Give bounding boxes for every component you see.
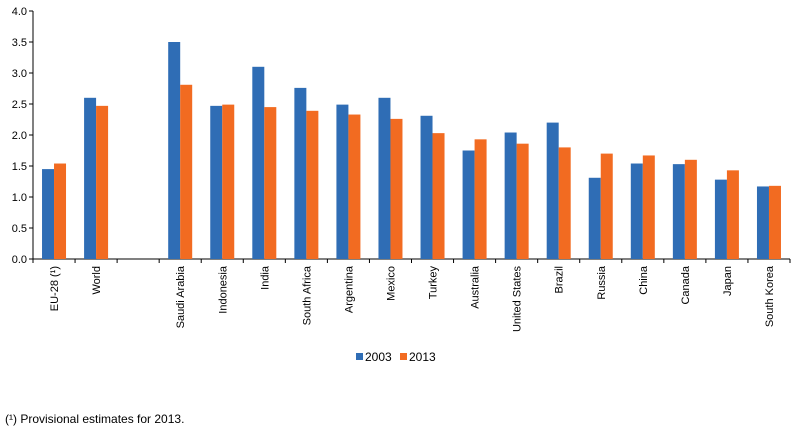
bar-2013-india xyxy=(264,107,277,259)
x-tick-label: Mexico xyxy=(385,266,397,301)
bar-2013-canada xyxy=(684,159,697,259)
y-tick-label: 1.0 xyxy=(12,192,27,204)
bar-2003-saudi-arabia xyxy=(168,42,181,259)
bar-2003-world xyxy=(84,97,97,259)
bar-2013-united-states xyxy=(516,143,529,259)
y-tick-label: 0.5 xyxy=(12,223,27,235)
bar-2013-south-africa xyxy=(306,110,319,259)
bar-2013-mexico xyxy=(390,118,403,259)
y-tick-label: 2.5 xyxy=(12,99,27,111)
bar-2003-argentina xyxy=(336,104,349,260)
x-tick-label: Saudi Arabia xyxy=(175,265,187,328)
x-tick-label: Turkey xyxy=(428,266,440,300)
y-tick-label: 3.5 xyxy=(12,37,27,49)
bar-2003-south-korea xyxy=(756,186,769,259)
bar-2003-canada xyxy=(672,164,685,259)
bar-2013-indonesia xyxy=(222,104,235,260)
x-tick-label: Australia xyxy=(470,265,482,309)
y-tick-label: 2.0 xyxy=(12,130,27,142)
x-tick-label: India xyxy=(259,265,271,290)
bar-2003-united-states xyxy=(504,132,517,259)
bar-2003-indonesia xyxy=(210,105,223,259)
y-tick-label: 4.0 xyxy=(12,6,27,18)
y-tick-label: 1.5 xyxy=(12,161,27,173)
legend-swatch-2003 xyxy=(356,353,363,360)
bar-2013-saudi-arabia xyxy=(180,84,193,259)
bar-2003-turkey xyxy=(420,115,433,259)
bar-2013-south-korea xyxy=(768,185,781,259)
bar-2003-australia xyxy=(462,150,475,259)
bar-2003-south-africa xyxy=(294,87,307,259)
bar-2013-eu-28- xyxy=(54,163,67,259)
x-tick-label: Brazil xyxy=(554,266,566,294)
bar-2003-china xyxy=(630,163,643,259)
x-tick-label: South Africa xyxy=(301,265,313,325)
bar-2003-russia xyxy=(588,177,601,259)
footnote: (¹) Provisional estimates for 2013. xyxy=(5,412,185,426)
bar-2003-eu-28- xyxy=(42,169,55,259)
bar-2013-china xyxy=(642,155,655,259)
y-tick-label: 3.0 xyxy=(12,68,27,80)
x-tick-label: Russia xyxy=(596,265,608,300)
bar-2013-russia xyxy=(600,153,613,259)
bar-2013-japan xyxy=(726,170,739,259)
bar-2003-japan xyxy=(714,179,727,259)
bar-2013-world xyxy=(96,105,109,259)
x-tick-label: Argentina xyxy=(343,265,355,313)
x-tick-label: EU-28 (¹) xyxy=(49,266,61,311)
x-tick-label: Indonesia xyxy=(217,265,229,314)
legend-label-2003: 2003 xyxy=(365,350,392,364)
x-tick-label: World xyxy=(91,266,103,295)
bar-2003-india xyxy=(252,66,265,259)
bar-2013-australia xyxy=(474,139,487,259)
x-tick-label: Japan xyxy=(722,266,734,296)
x-tick-label: China xyxy=(638,265,650,295)
bar-2013-argentina xyxy=(348,114,361,259)
legend-label-2013: 2013 xyxy=(409,350,436,364)
bar-2003-mexico xyxy=(378,97,391,259)
y-tick-label: 0.0 xyxy=(12,254,27,266)
x-tick-label: United States xyxy=(512,266,524,333)
x-tick-label: South Korea xyxy=(764,265,776,327)
bar-chart: 0.0 0.5 1.0 1.5 2.0 2.5 3.0 3.5 4.0 EU-28 (¹) Worl… xyxy=(12,6,791,364)
bar-2013-brazil xyxy=(558,147,571,259)
legend-swatch-2013 xyxy=(400,353,407,360)
x-tick-label: Canada xyxy=(680,265,692,304)
bar-2003-brazil xyxy=(546,122,559,259)
bar-2013-turkey xyxy=(432,133,445,259)
